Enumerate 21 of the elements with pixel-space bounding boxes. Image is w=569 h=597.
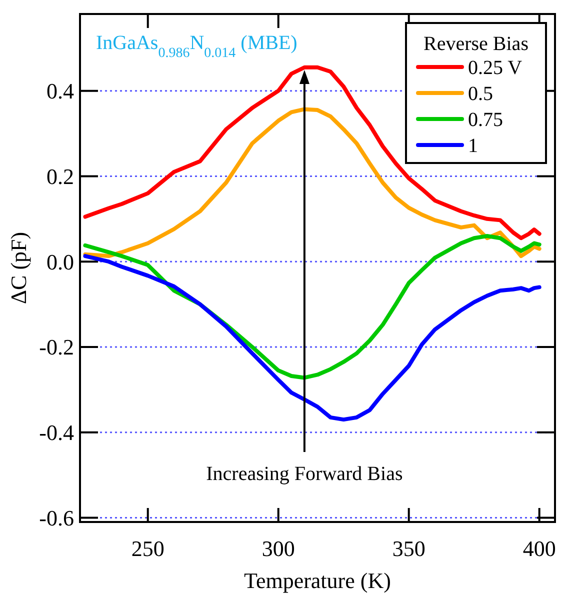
y-tick-label: -0.6 (39, 505, 74, 530)
line-series (83, 107, 542, 258)
line-series (83, 254, 542, 422)
annotation: Increasing Forward Bias (206, 463, 403, 485)
x-axis-title: Temperature (K) (244, 568, 391, 593)
annotation: InGaAs$_{0.986}$N$_{0.014}$ (MBE) (96, 32, 298, 60)
legend-title: Reverse Bias (424, 33, 529, 55)
y-tick-label: -0.2 (39, 334, 74, 360)
legend-label: 0.75 (468, 109, 503, 131)
x-tick-label: 250 (131, 536, 164, 561)
y-tick-label: -0.4 (39, 420, 74, 446)
x-tick-label: 400 (522, 536, 556, 561)
y-tick-label: 0.4 (46, 78, 74, 104)
legend-label: 0.25 V (468, 57, 523, 79)
x-tick-label: 300 (262, 536, 295, 561)
y-tick-label: 0.2 (46, 164, 74, 189)
legend-label: 0.5 (468, 83, 493, 105)
y-axis-title: ΔC (pF) (6, 232, 31, 304)
legend-label: 1 (468, 135, 478, 157)
x-tick-label: 350 (392, 536, 426, 561)
y-tick-label: 0.0 (46, 249, 74, 274)
